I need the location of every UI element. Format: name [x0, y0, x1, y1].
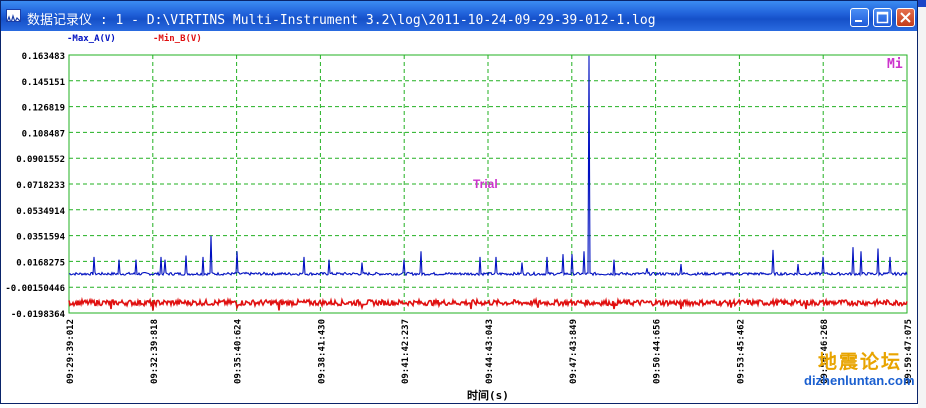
maximize-button[interactable]	[873, 8, 892, 27]
app-icon	[6, 9, 21, 22]
x-tick-label: 09:44:43:043	[485, 319, 495, 384]
watermark-logo-text: 地震论坛	[818, 351, 903, 373]
x-axis-ticks: 09:29:39:012 09:32:39:818 09:35:40:624 09:3…	[66, 318, 914, 384]
x-tick-label: 09:32:39:818	[150, 319, 160, 384]
x-tick-label: 09:59:47:075	[904, 319, 914, 384]
watermark-url: dizhenluntan.com	[804, 373, 915, 388]
chart-svg[interactable]: 0.163483 0.145151 0.126819 0.108487 0.090155…	[1, 1, 917, 401]
y-tick-label: 0.0901552	[16, 155, 65, 165]
y-tick-label: 0.0168275	[16, 258, 65, 268]
background-window-edge	[918, 0, 926, 408]
y-tick-label: 0.0351594	[16, 233, 65, 243]
y-tick-label: 0.145151	[22, 78, 65, 88]
legend-series-a-label: Max_A(V)	[72, 34, 116, 44]
minimize-icon	[855, 20, 862, 22]
y-tick-label: 0.0534914	[16, 207, 65, 217]
x-tick-label: 09:56:46:268	[820, 319, 830, 384]
series-layer	[68, 55, 908, 311]
minimize-button[interactable]	[850, 8, 869, 27]
y-axis-ticks: 0.163483 0.145151 0.126819 0.108487 0.090155…	[5, 52, 65, 320]
mi-indicator: Mi	[887, 57, 903, 72]
y-tick-label: -0.0198364	[11, 310, 66, 320]
legend-series-a: -Max_A(V)	[67, 34, 116, 44]
x-tick-label: 09:50:44:656	[653, 319, 663, 384]
title-bar[interactable]: 数据记录仪 : 1 - D:\VIRTINS Multi-Instrument …	[1, 1, 917, 31]
grid	[69, 55, 907, 313]
x-tick-label: 09:41:42:237	[401, 319, 411, 384]
window-title: 数据记录仪 : 1 - D:\VIRTINS Multi-Instrument …	[27, 13, 656, 28]
y-tick-label: 0.108487	[22, 129, 65, 139]
x-tick-label: 09:38:41:430	[317, 319, 327, 384]
legend-series-b: -Min_B(V)	[153, 34, 202, 44]
close-button[interactable]	[896, 8, 915, 27]
series-min-b-trace	[68, 296, 908, 311]
legend-series-b-label: Min_B(V)	[158, 34, 202, 44]
x-tick-label: 09:29:39:012	[66, 319, 76, 384]
trial-label: Trial	[473, 177, 498, 191]
y-tick-label: -0.00150446	[5, 284, 65, 294]
x-tick-label: 09:53:45:462	[736, 319, 746, 384]
series-max-a-trace	[68, 55, 908, 277]
y-tick-label: 0.126819	[22, 104, 65, 114]
x-axis-label: 时间(s)	[467, 389, 509, 402]
x-tick-label: 09:35:40:624	[234, 318, 244, 384]
y-tick-label: 0.163483	[22, 52, 65, 62]
maximize-icon	[876, 11, 889, 24]
close-icon	[900, 12, 911, 23]
x-tick-label: 09:47:43:849	[569, 319, 579, 384]
y-tick-label: 0.0718233	[16, 181, 65, 191]
